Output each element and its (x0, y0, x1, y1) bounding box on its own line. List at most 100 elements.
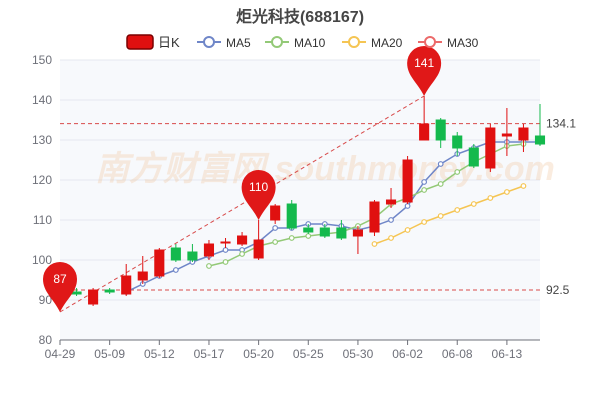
ma-point-ma5 (437, 161, 444, 167)
chart-title: 炬光科技(688167) (235, 9, 365, 26)
candle (237, 232, 248, 246)
y-tick-label: 140 (32, 93, 52, 107)
candle-body (435, 119, 446, 141)
candle-body (402, 159, 413, 203)
ma-point-ma20 (520, 183, 527, 189)
y-tick-label: 150 (32, 53, 52, 67)
x-tick-label: 05-30 (343, 347, 374, 361)
candle (419, 96, 430, 141)
x-tick-label: 04-29 (45, 347, 76, 361)
candle-body (352, 229, 363, 237)
candle (121, 264, 132, 296)
x-tick-label: 05-09 (94, 347, 125, 361)
ma-point-ma5 (388, 217, 394, 223)
legend-symbol (271, 36, 283, 48)
ma-point-ma10 (437, 181, 444, 187)
ma-point-ma20 (371, 241, 378, 247)
ma-point-ma5 (404, 203, 411, 209)
legend-symbol (203, 36, 215, 48)
ma-point-ma5 (172, 267, 179, 273)
legend-item: MA5 (197, 36, 251, 50)
legend-label: MA20 (371, 36, 403, 50)
ma-point-ma20 (404, 227, 411, 233)
candle-body (203, 243, 215, 257)
ma-point-ma20 (487, 195, 494, 201)
candle (253, 220, 264, 260)
candle-body (121, 275, 132, 295)
ma-point-ma10 (206, 263, 212, 269)
ma-point-ma20 (437, 213, 444, 219)
candle (88, 288, 99, 306)
y-tick-label: 100 (32, 253, 52, 267)
candle (468, 144, 479, 168)
ma-point-ma20 (454, 207, 461, 213)
candle-body (452, 135, 463, 149)
candle (137, 256, 148, 284)
reference-line-label: 92.5 (546, 283, 570, 297)
legend-item: MA10 (265, 36, 326, 50)
x-tick-label: 06-08 (442, 347, 473, 361)
ma-point-ma10 (288, 235, 295, 241)
x-tick-label: 05-25 (293, 347, 324, 361)
candle (336, 220, 347, 240)
candle (369, 200, 380, 236)
y-tick-label: 90 (39, 293, 53, 307)
plot-background (60, 60, 540, 340)
candle-body (518, 127, 529, 141)
candle (319, 224, 330, 238)
candle-body (485, 127, 496, 169)
candle-body (220, 241, 231, 244)
y-tick-label: 120 (32, 173, 52, 187)
legend: 日K MA5 MA10 MA20 MA30 (126, 34, 479, 50)
candle-body (104, 289, 115, 293)
candle-body (137, 271, 148, 281)
legend-label: 日K (158, 35, 180, 50)
legend-symbol (126, 34, 154, 50)
legend-label: MA10 (294, 36, 326, 50)
pin-shape (407, 46, 442, 96)
candle-body (385, 199, 397, 205)
ma-point-ma20 (503, 189, 510, 195)
pin-label: 141 (414, 56, 434, 70)
candle (385, 188, 397, 208)
candle (435, 118, 446, 148)
candle-body (336, 227, 347, 239)
candle-body (369, 201, 380, 233)
ma-point-ma5 (222, 247, 229, 253)
ma-point-ma10 (454, 169, 461, 175)
legend-item: MA30 (418, 36, 479, 50)
candle (534, 104, 546, 146)
x-tick-label: 05-17 (194, 347, 225, 361)
candle (270, 204, 281, 224)
candle (452, 132, 463, 156)
pin-marker: 110 (241, 170, 276, 220)
candle (203, 240, 215, 260)
candle-body (270, 205, 281, 221)
candle (104, 288, 115, 294)
candle-body (71, 291, 82, 295)
legend-symbol (348, 36, 360, 48)
y-tick-label: 130 (32, 133, 52, 147)
legend-label: MA5 (226, 36, 251, 50)
candle (501, 108, 512, 156)
x-tick-label: 05-12 (144, 347, 175, 361)
ma-point-ma10 (421, 187, 428, 193)
candle (402, 156, 413, 204)
x-tick-label: 06-02 (392, 347, 423, 361)
candle-body (237, 235, 248, 245)
candle (485, 124, 496, 172)
reference-line-label: 134.1 (546, 117, 576, 131)
legend-label: MA30 (447, 36, 479, 50)
legend-item: MA20 (342, 36, 403, 50)
x-tick-label: 06-13 (492, 347, 523, 361)
candle (352, 226, 363, 254)
ma-point-ma20 (421, 219, 428, 225)
candle-body (253, 239, 264, 259)
legend-item: 日K (126, 34, 180, 50)
candle (303, 224, 314, 234)
candle (154, 248, 165, 278)
legend-symbol (424, 36, 436, 48)
candle-body (468, 147, 479, 167)
candle-body (501, 133, 512, 137)
